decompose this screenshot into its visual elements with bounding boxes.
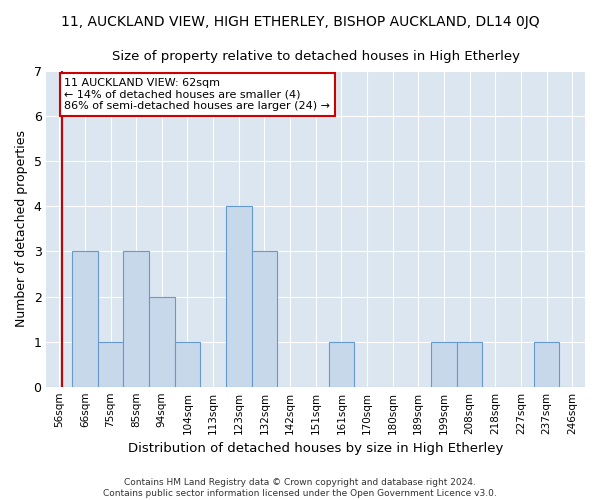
Text: 11 AUCKLAND VIEW: 62sqm
← 14% of detached houses are smaller (4)
86% of semi-det: 11 AUCKLAND VIEW: 62sqm ← 14% of detache…	[64, 78, 331, 111]
Text: 11, AUCKLAND VIEW, HIGH ETHERLEY, BISHOP AUCKLAND, DL14 0JQ: 11, AUCKLAND VIEW, HIGH ETHERLEY, BISHOP…	[61, 15, 539, 29]
Bar	[149, 296, 175, 386]
Bar	[431, 342, 457, 386]
Bar	[124, 252, 149, 386]
Bar	[534, 342, 559, 386]
Bar	[72, 252, 98, 386]
Bar	[98, 342, 124, 386]
Text: Contains HM Land Registry data © Crown copyright and database right 2024.
Contai: Contains HM Land Registry data © Crown c…	[103, 478, 497, 498]
Bar	[175, 342, 200, 386]
Y-axis label: Number of detached properties: Number of detached properties	[15, 130, 28, 328]
Title: Size of property relative to detached houses in High Etherley: Size of property relative to detached ho…	[112, 50, 520, 63]
X-axis label: Distribution of detached houses by size in High Etherley: Distribution of detached houses by size …	[128, 442, 503, 455]
Bar	[329, 342, 354, 386]
Bar	[226, 206, 251, 386]
Bar	[251, 252, 277, 386]
Bar	[457, 342, 482, 386]
